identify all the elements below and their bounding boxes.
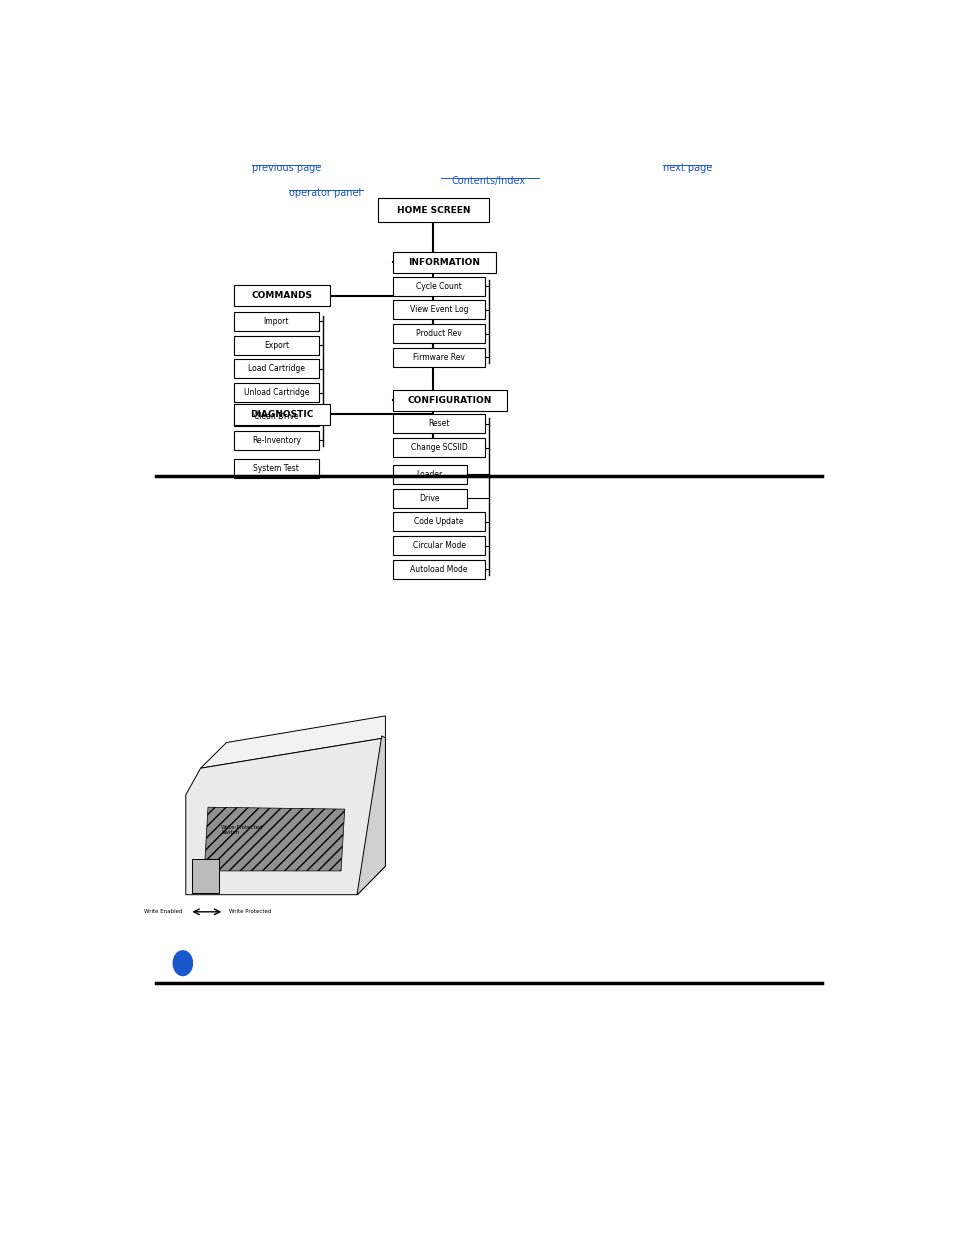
Polygon shape bbox=[186, 737, 385, 894]
Text: Unload Cartridge: Unload Cartridge bbox=[243, 388, 309, 398]
Text: Write Protected: Write Protected bbox=[229, 909, 271, 914]
Text: Change SCSIID: Change SCSIID bbox=[410, 443, 467, 452]
Text: Write-Protected
Switch: Write-Protected Switch bbox=[221, 825, 264, 835]
Text: Circular Mode: Circular Mode bbox=[412, 541, 465, 551]
Text: Export: Export bbox=[264, 341, 289, 350]
Bar bbox=[233, 406, 318, 426]
Text: next page: next page bbox=[662, 163, 711, 173]
Text: Cycle Count: Cycle Count bbox=[416, 282, 461, 290]
Text: Autoload Mode: Autoload Mode bbox=[410, 564, 467, 574]
Text: operator panel: operator panel bbox=[289, 188, 361, 198]
Text: Contents/Index: Contents/Index bbox=[452, 175, 525, 185]
Bar bbox=[393, 252, 496, 273]
Polygon shape bbox=[192, 858, 219, 893]
Text: Firmware Rev: Firmware Rev bbox=[413, 353, 464, 362]
Bar bbox=[393, 438, 485, 457]
Bar bbox=[233, 459, 318, 478]
Text: View Event Log: View Event Log bbox=[410, 305, 468, 315]
Text: HOME SCREEN: HOME SCREEN bbox=[396, 205, 470, 215]
Text: Product Rev: Product Rev bbox=[416, 330, 461, 338]
Text: COMMANDS: COMMANDS bbox=[252, 291, 312, 300]
Circle shape bbox=[173, 951, 193, 976]
Bar bbox=[393, 277, 485, 295]
Text: Write Enabled: Write Enabled bbox=[144, 909, 182, 914]
Text: Code Update: Code Update bbox=[414, 517, 463, 526]
Bar bbox=[393, 348, 485, 367]
Text: Reset: Reset bbox=[428, 420, 449, 429]
Bar bbox=[233, 431, 318, 450]
Text: Drive: Drive bbox=[419, 494, 439, 503]
Bar bbox=[233, 311, 318, 331]
Bar bbox=[393, 464, 466, 484]
Text: CONFIGURATION: CONFIGURATION bbox=[408, 395, 492, 405]
Bar bbox=[393, 489, 466, 508]
Text: Clean Drive: Clean Drive bbox=[253, 411, 298, 421]
Polygon shape bbox=[200, 716, 385, 768]
Text: previous page: previous page bbox=[252, 163, 321, 173]
Bar bbox=[393, 559, 485, 579]
Polygon shape bbox=[357, 736, 385, 894]
Bar bbox=[393, 390, 507, 411]
Text: DIAGNOSTIC: DIAGNOSTIC bbox=[250, 410, 314, 419]
Bar bbox=[393, 324, 485, 343]
Text: Re-Inventory: Re-Inventory bbox=[252, 436, 300, 445]
Bar bbox=[393, 513, 485, 531]
Bar bbox=[393, 300, 485, 320]
Bar bbox=[233, 404, 330, 425]
Bar bbox=[377, 198, 488, 222]
Bar bbox=[233, 336, 318, 354]
Text: System Test: System Test bbox=[253, 464, 299, 473]
Bar bbox=[393, 415, 485, 433]
Bar bbox=[233, 383, 318, 403]
Bar bbox=[233, 285, 330, 306]
Bar bbox=[233, 359, 318, 378]
Text: Loader: Loader bbox=[416, 469, 442, 479]
Bar bbox=[393, 536, 485, 556]
Text: Load Cartridge: Load Cartridge bbox=[248, 364, 305, 373]
Text: Import: Import bbox=[263, 316, 289, 326]
Text: INFORMATION: INFORMATION bbox=[408, 258, 480, 267]
Polygon shape bbox=[204, 808, 344, 871]
